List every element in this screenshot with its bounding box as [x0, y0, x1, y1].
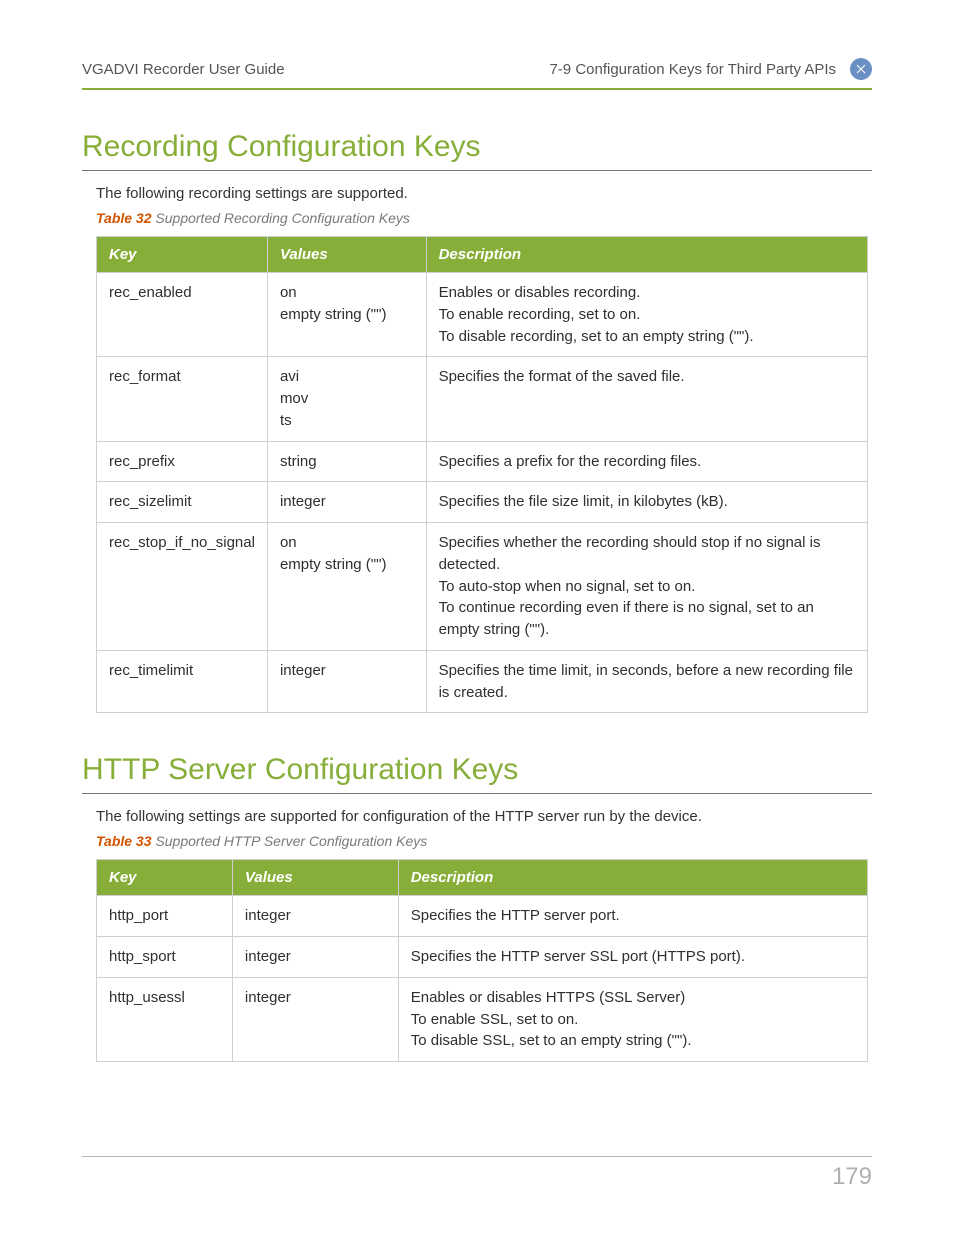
cell-description: Specifies the HTTP server port. — [398, 896, 867, 937]
table33-label: Table 33 — [96, 833, 152, 849]
table-row: rec_sizelimitintegerSpecifies the file s… — [97, 482, 868, 523]
table33-caption-text: Supported HTTP Server Configuration Keys — [155, 833, 427, 849]
table-row: http_portintegerSpecifies the HTTP serve… — [97, 896, 868, 937]
cell-key: http_sport — [97, 937, 233, 978]
cell-values: integer — [232, 896, 398, 937]
table-row: rec_enabledonempty string ("")Enables or… — [97, 273, 868, 357]
cell-key: rec_enabled — [97, 273, 268, 357]
cell-description: Specifies whether the recording should s… — [426, 523, 867, 651]
cell-values: onempty string ("") — [267, 273, 426, 357]
cell-key: http_usessl — [97, 977, 233, 1061]
table-row: http_sportintegerSpecifies the HTTP serv… — [97, 937, 868, 978]
page-header: VGADVI Recorder User Guide 7-9 Configura… — [82, 58, 872, 90]
table-row: Key Values Description — [97, 237, 868, 273]
cell-values: integer — [267, 650, 426, 713]
table-row: Key Values Description — [97, 860, 868, 896]
col-key: Key — [97, 237, 268, 273]
cell-key: rec_sizelimit — [97, 482, 268, 523]
table-row: http_usesslintegerEnables or disables HT… — [97, 977, 868, 1061]
cell-description: Specifies the format of the saved file. — [426, 357, 867, 441]
cell-key: rec_timelimit — [97, 650, 268, 713]
table-row: rec_formatavimovtsSpecifies the format o… — [97, 357, 868, 441]
cell-values: onempty string ("") — [267, 523, 426, 651]
cell-values: integer — [232, 977, 398, 1061]
table-row: rec_prefixstringSpecifies a prefix for t… — [97, 441, 868, 482]
header-left: VGADVI Recorder User Guide — [82, 61, 285, 78]
cell-values: integer — [267, 482, 426, 523]
col-values: Values — [267, 237, 426, 273]
col-description: Description — [398, 860, 867, 896]
cell-description: Enables or disables recording.To enable … — [426, 273, 867, 357]
cell-description: Specifies the HTTP server SSL port (HTTP… — [398, 937, 867, 978]
cell-key: rec_stop_if_no_signal — [97, 523, 268, 651]
section2-heading: HTTP Server Configuration Keys — [82, 753, 872, 794]
cell-values: integer — [232, 937, 398, 978]
col-key: Key — [97, 860, 233, 896]
col-description: Description — [426, 237, 867, 273]
cell-values: avimovts — [267, 357, 426, 441]
table32-body: rec_enabledonempty string ("")Enables or… — [97, 273, 868, 713]
table32: Key Values Description rec_enabledonempt… — [96, 236, 868, 713]
cell-description: Enables or disables HTTPS (SSL Server)To… — [398, 977, 867, 1061]
cell-description: Specifies the time limit, in seconds, be… — [426, 650, 867, 713]
cell-key: rec_format — [97, 357, 268, 441]
header-right-text: 7-9 Configuration Keys for Third Party A… — [549, 61, 836, 78]
section1-intro: The following recording settings are sup… — [96, 185, 872, 202]
table32-caption: Table 32 Supported Recording Configurati… — [96, 210, 872, 226]
section1-heading: Recording Configuration Keys — [82, 130, 872, 171]
cell-key: rec_prefix — [97, 441, 268, 482]
table33-body: http_portintegerSpecifies the HTTP serve… — [97, 896, 868, 1062]
col-values: Values — [232, 860, 398, 896]
table32-caption-text: Supported Recording Configuration Keys — [155, 210, 410, 226]
table33-caption: Table 33 Supported HTTP Server Configura… — [96, 833, 872, 849]
cell-key: http_port — [97, 896, 233, 937]
table-row: rec_stop_if_no_signalonempty string ("")… — [97, 523, 868, 651]
cell-description: Specifies a prefix for the recording fil… — [426, 441, 867, 482]
table33: Key Values Description http_portintegerS… — [96, 859, 868, 1062]
header-right-group: 7-9 Configuration Keys for Third Party A… — [549, 58, 872, 80]
table32-label: Table 32 — [96, 210, 152, 226]
table-row: rec_timelimitintegerSpecifies the time l… — [97, 650, 868, 713]
tools-icon — [850, 58, 872, 80]
cell-values: string — [267, 441, 426, 482]
page-number: 179 — [832, 1163, 872, 1191]
section2-intro: The following settings are supported for… — [96, 808, 872, 825]
cell-description: Specifies the file size limit, in kiloby… — [426, 482, 867, 523]
footer-divider — [82, 1156, 872, 1157]
